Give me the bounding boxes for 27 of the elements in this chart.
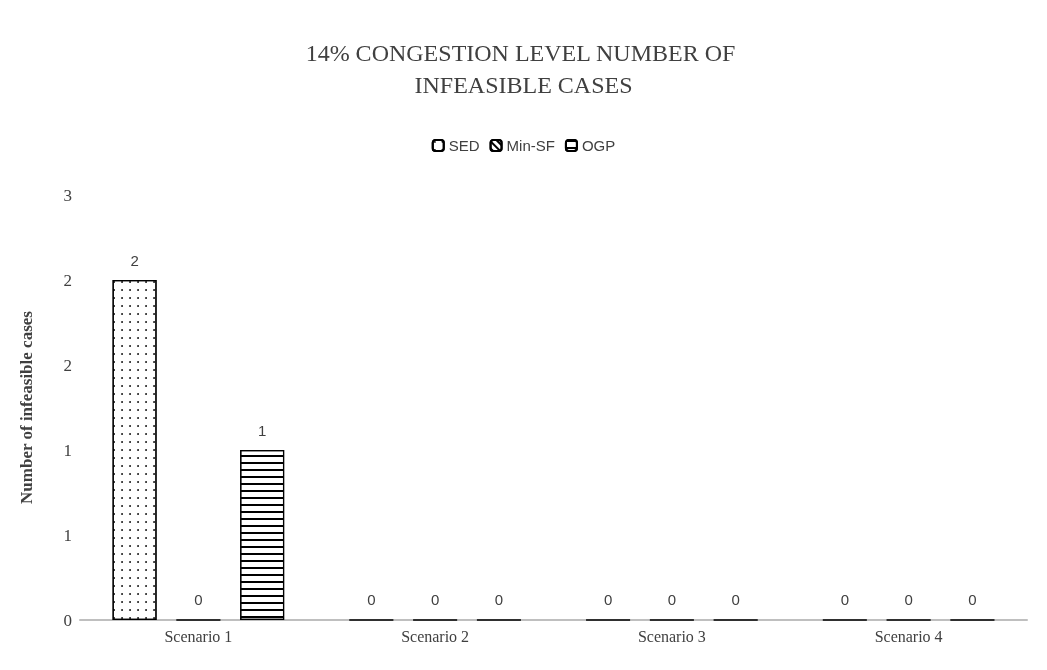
- x-tick-label: Scenario 4: [874, 627, 943, 645]
- y-tick-label: 2: [63, 355, 72, 375]
- data-label: 0: [731, 591, 740, 609]
- data-label: 0: [603, 591, 613, 609]
- data-label: 0: [904, 591, 913, 609]
- data-label: 0: [840, 591, 849, 609]
- x-tick-label: Scenario 3: [637, 627, 706, 645]
- data-label: 2: [130, 252, 139, 269]
- legend-label: OGP: [581, 137, 616, 154]
- legend-label: SED: [448, 137, 480, 154]
- x-tick-label: Scenario 2: [401, 627, 470, 645]
- data-label: 0: [367, 591, 376, 609]
- data-label: 0: [194, 591, 203, 609]
- y-tick-label: 1: [63, 525, 72, 545]
- legend-label: Min-SF: [506, 137, 555, 154]
- data-label: 0: [667, 591, 677, 609]
- data-label: 0: [494, 591, 504, 609]
- y-tick-label: 2: [63, 270, 72, 290]
- x-tick-label: Scenario 1: [164, 627, 233, 645]
- data-label: 1: [258, 422, 267, 439]
- y-tick-label: 0: [63, 610, 72, 630]
- data-label: 0: [968, 591, 977, 609]
- y-tick-label: 3: [63, 185, 72, 205]
- chart-title: 14% CONGESTION LEVEL NUMBER OF INFEASIBLE CASES: [305, 40, 742, 98]
- data-label: 0: [430, 591, 440, 609]
- y-axis-title: Number of infeasible cases: [17, 310, 36, 504]
- y-tick-label: 1: [63, 440, 72, 460]
